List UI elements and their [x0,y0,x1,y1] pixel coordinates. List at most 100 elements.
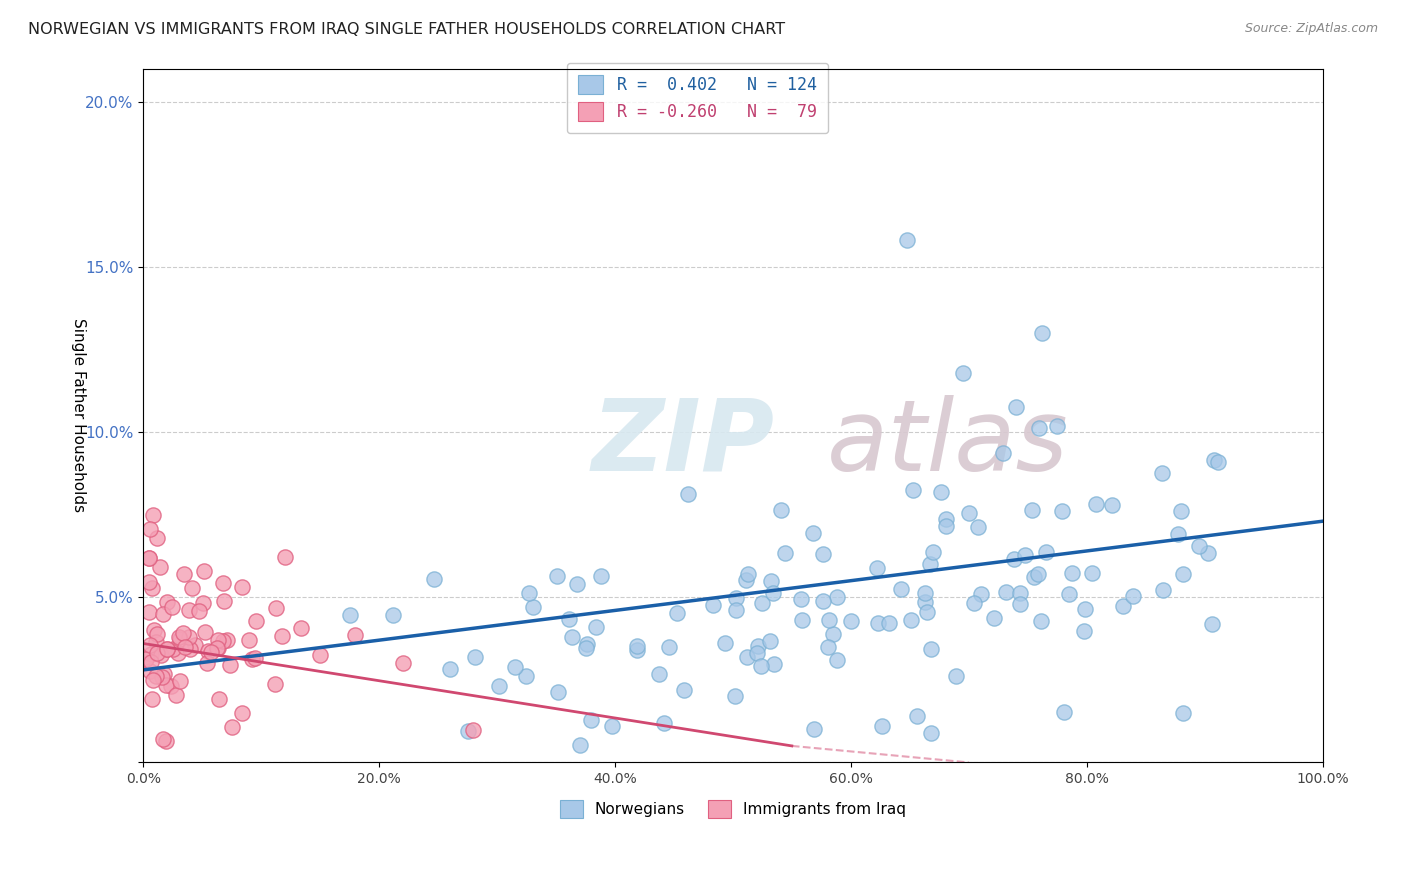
Point [792,613,814,627]
Point [585,620,607,634]
Point [149,648,172,662]
Point [920,642,942,657]
Point [579,713,602,727]
Point [245,614,267,628]
Point [142,673,165,688]
Point [152,670,174,684]
Point [153,667,176,681]
Point [735,573,758,587]
Point [773,546,796,560]
Point [1173,567,1195,582]
Point [915,605,938,619]
Point [560,630,582,644]
Point [890,582,912,596]
Point [935,518,957,533]
Point [900,613,922,627]
Point [172,625,194,640]
Point [666,606,689,620]
Point [763,657,786,671]
Point [1167,527,1189,541]
Point [1170,504,1192,518]
Point [207,691,229,706]
Point [214,593,236,607]
Point [141,582,163,596]
Point [1080,566,1102,581]
Point [173,640,195,654]
Point [139,664,162,678]
Point [207,640,229,655]
Point [648,667,671,681]
Point [547,685,569,699]
Point [339,607,361,622]
Point [600,719,623,733]
Point [896,233,918,247]
Point [1046,418,1069,433]
Point [197,644,219,658]
Point [702,599,724,613]
Point [146,531,169,545]
Point [866,616,889,631]
Point [138,550,160,565]
Point [142,623,165,637]
Point [162,641,184,656]
Point [179,603,201,617]
Point [813,594,835,608]
Point [866,561,889,575]
Point [188,604,211,618]
Point [169,632,191,646]
Point [155,734,177,748]
Point [240,652,263,666]
Point [138,574,160,589]
Point [1031,614,1053,628]
Point [290,621,312,635]
Point [1197,546,1219,560]
Point [1022,570,1045,584]
Point [156,642,179,657]
Point [724,591,747,606]
Point [271,629,294,643]
Point [243,651,266,665]
Point [139,648,162,662]
Point [1060,566,1083,580]
Point [817,613,839,627]
Point [589,568,612,582]
Point [138,605,160,619]
Point [309,648,332,662]
Point [165,689,187,703]
Point [139,656,162,670]
Point [263,676,285,690]
Point [138,638,160,652]
Point [1052,503,1074,517]
Point [522,599,544,614]
Point [626,642,648,657]
Point [673,683,696,698]
Point [141,691,163,706]
Point [817,640,839,654]
Point [945,669,967,683]
Point [231,706,253,720]
Point [167,646,190,660]
Point [825,652,848,666]
Point [464,649,486,664]
Point [1206,455,1229,469]
Point [197,656,219,670]
Point [914,586,936,600]
Point [565,577,588,591]
Point [994,585,1017,599]
Point [825,590,848,604]
Y-axis label: Single Father Households: Single Father Households [72,318,86,513]
Point [180,581,202,595]
Point [146,646,169,660]
Point [439,662,461,676]
Point [382,608,405,623]
Text: NORWEGIAN VS IMMIGRANTS FROM IRAQ SINGLE FATHER HOUSEHOLDS CORRELATION CHART: NORWEGIAN VS IMMIGRANTS FROM IRAQ SINGLE… [28,22,785,37]
Point [517,585,540,599]
Point [935,512,957,526]
Point [790,591,813,606]
Point [1188,539,1211,553]
Point [914,595,936,609]
Point [811,547,834,561]
Point [184,638,207,652]
Point [745,646,768,660]
Point [156,642,179,657]
